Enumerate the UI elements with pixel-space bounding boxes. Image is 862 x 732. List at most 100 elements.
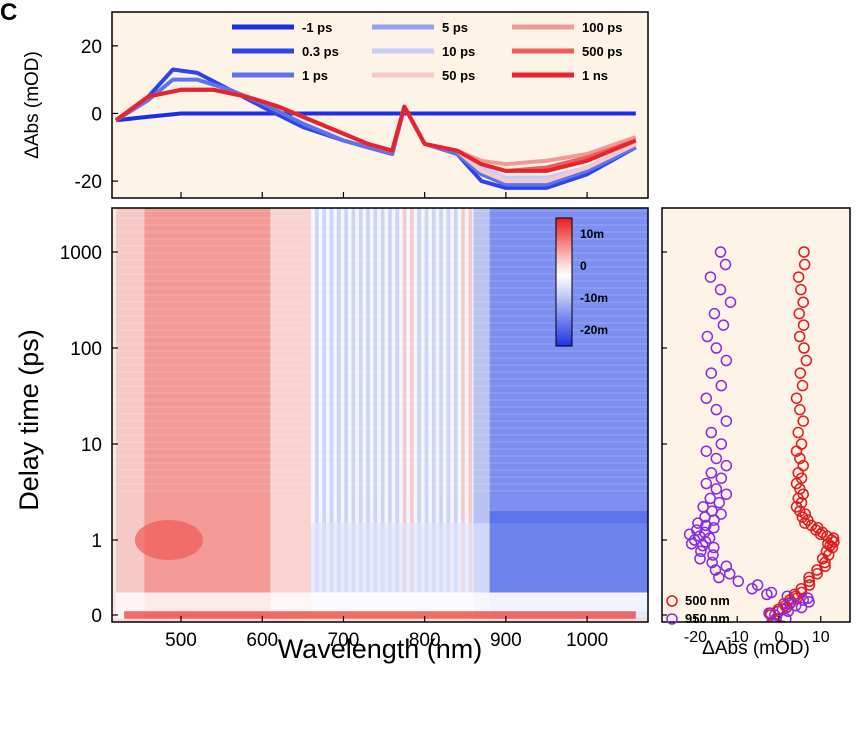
map-x-tick-label: 600 — [246, 630, 278, 651]
spectra-line-8 — [114, 87, 637, 173]
map-oscillation-stripe — [388, 208, 392, 593]
kinetics-marker-1 — [704, 492, 717, 505]
map-oscillation-stripe — [336, 208, 341, 593]
kinetics-marker-0 — [794, 452, 806, 465]
map-oscillation-stripe — [461, 208, 465, 593]
spectra-legend-label: 1 ns — [582, 68, 608, 83]
kinetics-marker-1 — [708, 541, 720, 554]
kinetics-marker-0 — [795, 438, 808, 450]
kinetics-marker-1 — [705, 426, 718, 439]
kinetics-marker-1 — [723, 568, 736, 580]
kinetics-marker-0 — [799, 517, 811, 529]
kinetics-marker-1 — [707, 549, 719, 561]
kinetics-x-axis-title: ΔAbs (mOD) — [702, 638, 810, 659]
kinetics-marker-0 — [812, 521, 824, 534]
kinetics-marker-1 — [789, 599, 802, 612]
spectra-y-tick-label: -20 — [75, 172, 102, 193]
kinetics-marker-1 — [692, 517, 704, 529]
map-y-tick-label: 100 — [70, 339, 102, 360]
map-y-tick-label: 0 — [91, 606, 102, 627]
kinetics-marker-1 — [700, 519, 712, 532]
map-x-tick-label: 800 — [409, 630, 441, 651]
spectra-y-ticks: 20 0 -20 — [75, 37, 118, 193]
map-oscillation-stripe — [453, 208, 458, 593]
spectra-series-group — [114, 67, 637, 190]
map-oscillation-stripe — [431, 208, 436, 593]
kinetics-marker-1 — [802, 592, 814, 604]
colorbar-label: 10m — [580, 227, 604, 241]
panel-letter: C — [0, 0, 17, 26]
kinetics-marker-1 — [781, 590, 794, 602]
map-coherent-artifact — [124, 611, 636, 622]
kinetics-legend-label: 950 nm — [685, 611, 730, 626]
map-x-tick-label: 500 — [165, 630, 197, 651]
map-oscillation-stripe — [446, 208, 451, 593]
kinetics-marker-1 — [782, 605, 794, 617]
map-oscillation-stripe — [417, 208, 422, 593]
kinetics-marker-1 — [709, 564, 722, 576]
map-oscillation-stripe — [329, 208, 334, 593]
kinetics-legend: 500 nm 950 nm — [666, 593, 730, 626]
spectra-background — [112, 12, 648, 198]
kinetics-marker-1 — [710, 403, 723, 416]
kinetics-background — [662, 208, 850, 622]
spectra-legend-label: 5 ps — [442, 20, 468, 35]
kinetics-marker-1 — [698, 526, 711, 539]
kinetics-marker-1 — [795, 601, 808, 614]
kinetics-marker-1 — [713, 496, 725, 509]
kinetics-marker-0 — [793, 330, 806, 343]
map-oscillation-stripe — [351, 208, 356, 593]
kinetics-y-ticks — [662, 251, 667, 616]
kinetics-marker-1 — [715, 379, 728, 392]
kinetics-marker-0 — [797, 415, 809, 427]
map-oscillation-stripe — [315, 208, 319, 593]
spectra-y-tick-label: 20 — [81, 37, 102, 58]
kinetics-x-tick-label: 0 — [775, 629, 784, 646]
kinetics-marker-0 — [797, 296, 809, 308]
colorbar-labels: 10m 0 -10m -20m — [580, 227, 608, 337]
map-y-tick-label: 1 — [91, 531, 102, 552]
spectra-legend-label: 10 ps — [442, 44, 475, 59]
kinetics-marker-1 — [708, 521, 720, 534]
kinetics-marker-1 — [720, 354, 733, 367]
kinetics-marker-0 — [827, 532, 840, 544]
kinetics-marker-1 — [769, 609, 781, 621]
kinetics-marker-0 — [819, 560, 831, 572]
kinetics-marker-1 — [710, 342, 723, 354]
colorbar-gradient — [555, 217, 573, 347]
map-early-positive-peak — [134, 520, 203, 560]
spectra-y-axis-title: ΔAbs (mOD) — [22, 51, 43, 159]
kinetics-marker-0 — [800, 354, 813, 367]
kinetics-x-ticks: -20 -10 0 10 — [684, 616, 830, 646]
kinetics-marker-1 — [700, 392, 713, 404]
kinetics-marker-1 — [720, 560, 733, 572]
kinetics-marker-0 — [799, 508, 812, 520]
kinetics-x-tick-label: -10 — [726, 629, 749, 646]
kinetics-marker-1 — [710, 452, 723, 465]
kinetics-marker-0 — [797, 459, 809, 472]
kinetics-marker-1 — [763, 607, 775, 619]
kinetics-marker-1 — [700, 445, 713, 457]
kinetics-marker-0 — [797, 319, 810, 331]
kinetics-marker-1 — [720, 459, 733, 472]
kinetics-marker-0 — [798, 342, 810, 354]
kinetics-legend-marker — [666, 595, 678, 607]
spectra-legend-label: 1 ps — [302, 68, 328, 83]
map-oscillation-stripe — [468, 208, 473, 593]
kinetics-marker-0 — [788, 588, 801, 601]
colorbar-label: -20m — [580, 323, 608, 337]
kinetics-frame — [661, 207, 851, 623]
colorbar-label: -10m — [580, 291, 608, 305]
spectra-line-2 — [115, 77, 637, 187]
map-x-tick-label: 1000 — [566, 630, 608, 651]
map-negative-time — [112, 618, 648, 622]
map-oscillation-stripe — [424, 208, 429, 593]
colorbar-label: 0 — [580, 259, 587, 273]
map-oscillation-stripe — [410, 208, 414, 593]
spectra-line-0 — [115, 111, 636, 123]
kinetics-marker-1 — [708, 307, 721, 320]
kinetics-marker-1 — [776, 603, 789, 616]
map-y-tick-label: 10 — [81, 435, 102, 456]
kinetics-marker-1 — [700, 477, 713, 490]
